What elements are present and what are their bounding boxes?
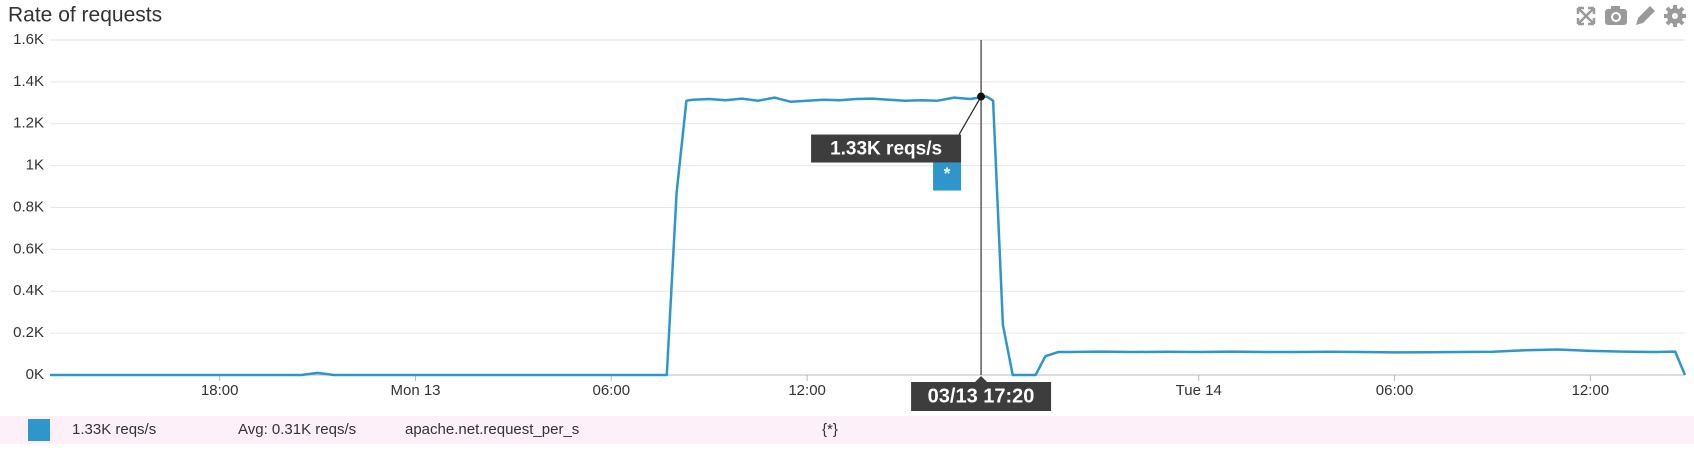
y-tick-label: 0.6K: [13, 240, 44, 257]
date-box: [911, 382, 1052, 411]
legend-row: [0, 416, 1694, 444]
chart-title: Rate of requests: [8, 4, 162, 27]
x-tick-label: 12:00: [1572, 382, 1610, 399]
y-tick-label: 1K: [26, 157, 44, 174]
series-badge-label: *: [944, 164, 951, 183]
y-tick-label: 0.8K: [13, 198, 44, 215]
series-line: [50, 95, 1687, 377]
legend-scope: {*}: [822, 421, 838, 438]
tooltip-value: 1.33K reqs/s: [830, 139, 942, 160]
legend-avg: Avg: 0.31K reqs/s: [238, 421, 356, 438]
x-tick-label: 06:00: [593, 382, 631, 399]
legend-metric: apache.net.request_per_s: [405, 421, 579, 438]
x-tick-label: 12:00: [788, 382, 826, 399]
series-badge: [933, 162, 962, 191]
y-tick-label: 1.6K: [13, 31, 44, 48]
y-tick-label: 1.2K: [13, 115, 44, 132]
settings-icon[interactable]: [1664, 5, 1686, 27]
x-tick-label: Mon 13: [390, 382, 440, 399]
y-tick-label: 0K: [26, 366, 44, 383]
legend-value: 1.33K reqs/s: [72, 421, 156, 438]
edit-icon[interactable]: [1636, 6, 1655, 25]
date-pointer: [975, 376, 988, 382]
tooltip-leader: [958, 96, 982, 135]
toolbar: [1576, 5, 1686, 27]
tooltip-date: 03/13 17:20: [928, 385, 1035, 407]
y-tick-label: 0.2K: [13, 324, 44, 341]
snapshot-icon[interactable]: [1605, 6, 1627, 25]
x-tick-label: Tue 14: [1176, 382, 1222, 399]
y-tick-label: 0.4K: [13, 282, 44, 299]
hover-point: [977, 92, 986, 101]
y-tick-label: 1.4K: [13, 73, 44, 90]
x-tick-label: 18:00: [201, 382, 239, 399]
expand-icon[interactable]: [1576, 6, 1596, 26]
tooltip-box: [811, 134, 962, 163]
legend-swatch: [28, 419, 50, 441]
x-tick-label: 06:00: [1376, 382, 1414, 399]
